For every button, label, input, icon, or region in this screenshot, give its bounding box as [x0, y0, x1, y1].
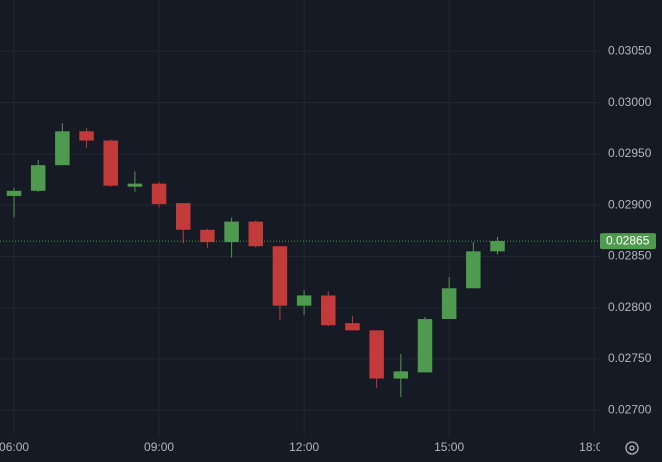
last-price-badge — [600, 233, 656, 250]
candle-body — [321, 295, 336, 326]
x-tick-label: 09:00 — [144, 440, 174, 454]
candle-body — [393, 371, 409, 379]
candle-body — [345, 323, 360, 331]
candle-body — [103, 140, 118, 186]
x-tick-label: 18:00 — [579, 440, 609, 454]
candle-body — [248, 221, 264, 247]
candle-body — [151, 183, 167, 205]
y-tick-label: 0.02800 — [608, 300, 652, 314]
y-tick-label: 0.02950 — [608, 146, 652, 160]
candle-body — [224, 221, 239, 243]
candle-body — [55, 131, 70, 166]
last-price-label: 0.02865 — [606, 233, 650, 247]
candle-body — [175, 203, 191, 230]
candle-body — [466, 251, 481, 289]
y-tick-label: 0.02900 — [608, 197, 652, 211]
settings-icon[interactable] — [625, 441, 639, 455]
y-tick-label: 0.02700 — [608, 403, 652, 417]
x-axis-labels: 06:00 09:00 12:00 15:00 18:00 — [0, 440, 609, 454]
candle-body — [200, 229, 215, 243]
candle-body — [296, 295, 312, 306]
x-tick-label: 12:00 — [289, 440, 319, 454]
y-tick-label: 0.02750 — [608, 351, 652, 365]
candle-body — [417, 319, 433, 373]
candle-body — [272, 246, 288, 306]
x-tick-label: 15:00 — [434, 440, 464, 454]
candle-body — [369, 330, 384, 379]
candle-body — [441, 288, 457, 320]
y-tick-label: 0.03000 — [608, 95, 652, 109]
y-tick-label: 0.02850 — [608, 249, 652, 263]
candle-body — [490, 241, 505, 252]
candle-body — [79, 131, 94, 141]
candle-body — [6, 190, 22, 196]
candle-body — [30, 165, 46, 191]
candle-body — [127, 183, 143, 187]
x-tick-label: 06:00 — [0, 440, 29, 454]
y-tick-label: 0.03050 — [608, 43, 652, 57]
